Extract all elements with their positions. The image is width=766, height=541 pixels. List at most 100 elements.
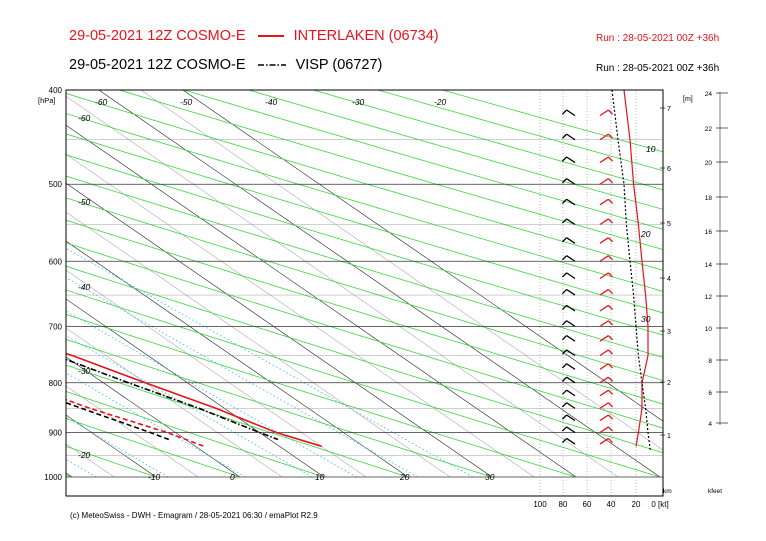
pressure-tick-label: 500: [49, 180, 63, 189]
wind-barb-flag: [607, 376, 614, 382]
temperature-label: 20: [640, 229, 651, 239]
legend-line-dashdot: [257, 64, 286, 66]
wind-barb: [566, 363, 576, 370]
wind-barb: [599, 178, 609, 185]
mixing-ratio-line: [66, 247, 473, 478]
isotherm-line: [98, 90, 661, 478]
wind-speed-profile: [623, 90, 649, 447]
wind-barb-flag: [607, 178, 614, 184]
wind-speed-profile: [611, 90, 651, 451]
wind-barb-flag: [607, 438, 614, 444]
wind-barb-flag: [607, 363, 614, 369]
isotherm-minor-line: [66, 96, 619, 478]
wind-barb-flag: [561, 304, 568, 311]
pressure-tick-label: 900: [49, 429, 63, 438]
dry-adiabat: [442, 90, 663, 153]
wind-barb-flag: [561, 237, 568, 243]
dry-adiabat: [66, 364, 409, 478]
wind-barb: [566, 133, 576, 141]
legend-line-red: [257, 35, 284, 38]
temperature-label: 30: [641, 314, 651, 324]
wind-barb-flag: [607, 304, 614, 311]
kfeet-label: 22: [705, 126, 713, 133]
pressure-tick-label: 800: [49, 379, 63, 388]
mixing-ratio-line: [0, 90, 9, 477]
wind-barb-flag: [561, 272, 568, 278]
temperature-label: -60: [78, 113, 91, 123]
wind-barb: [566, 218, 576, 226]
wind-barb: [599, 335, 609, 342]
pressure-tick-label: 600: [49, 257, 63, 266]
wind-barb-flag: [561, 349, 568, 355]
wind-barb: [566, 288, 576, 296]
kfeet-label: 12: [705, 294, 713, 301]
wind-barb-flag: [607, 156, 614, 162]
wind-barb-flag: [607, 218, 614, 224]
kfeet-label: 8: [708, 358, 712, 365]
wind-barb-flag: [607, 237, 614, 243]
wind-barb: [566, 402, 576, 409]
wind-barb-flag: [607, 320, 614, 326]
isotherm-line: [182, 90, 663, 422]
wind-barb: [599, 304, 609, 312]
series-layer: [66, 90, 651, 451]
wind-barb: [599, 389, 609, 397]
wind-barb-flag: [608, 84, 612, 88]
wind-barb: [599, 255, 609, 262]
dry-adiabat: [66, 391, 325, 478]
temperature-label: 0: [230, 472, 235, 482]
isotherm-line: [66, 298, 325, 478]
wind-barb: [566, 414, 576, 422]
wind-barb: [566, 272, 576, 280]
dewpoint-profile: [66, 401, 170, 441]
wind-barb-flag: [607, 335, 614, 341]
height-km-label: 2: [667, 380, 671, 387]
kfeet-label: 20: [705, 160, 713, 167]
wind-barb-flag: [561, 376, 568, 382]
wind-barb: [566, 426, 576, 434]
wind-barb-flag: [561, 335, 568, 341]
kfeet-label: 16: [705, 229, 713, 236]
wind-barb-flag: [561, 320, 568, 326]
wind-barb-flag: [561, 156, 568, 162]
wind-barb-flag: [561, 133, 568, 139]
mixing-ratio-line: [66, 277, 418, 478]
run-info-1: Run : 28-05-2021 00Z +36h: [596, 33, 720, 44]
wind-barb-flag: [607, 198, 614, 204]
wind-barb: [566, 304, 576, 312]
height-m-label: [m]: [683, 96, 693, 103]
temperature-label: -40: [265, 97, 278, 107]
temperature-label: -30: [352, 97, 365, 107]
wind-barb: [566, 109, 576, 117]
wind-barb: [573, 90, 575, 91]
wind-barb: [566, 349, 576, 357]
title-line-2: 29-05-2021 12Z COSMO-E VISP (06727): [69, 57, 382, 73]
temperature-label: -50: [78, 197, 91, 207]
wind-barb: [599, 288, 609, 296]
wind-barb-flag: [561, 402, 568, 408]
legend-station-1: INTERLAKEN (06734): [293, 28, 439, 44]
temperature-label: 10: [646, 144, 656, 154]
wind-axis-label: 0 [kt]: [651, 500, 668, 509]
wind-barb: [566, 389, 576, 397]
run-info-2: Run : 28-05-2021 00Z +36h: [596, 63, 720, 74]
legend-station-2: VISP (06727): [295, 57, 383, 73]
wind-barb-flag: [561, 255, 568, 261]
wind-barb: [600, 90, 602, 91]
wind-barb: [566, 335, 576, 342]
wind-barb: [566, 320, 576, 327]
wind-barb: [599, 426, 609, 434]
wind-barb-flag: [607, 389, 614, 395]
wind-barb-flag: [607, 402, 614, 408]
wind-barb-flag: [561, 363, 568, 369]
wind-barb-flag: [607, 272, 614, 278]
height-km-label: 7: [667, 106, 671, 113]
wind-barb: [599, 437, 609, 445]
title-line-1: 29-05-2021 12Z COSMO-E INTERLAKEN (06734…: [69, 28, 439, 44]
isotherm-line: [66, 124, 577, 478]
wind-barb-flag: [561, 389, 568, 395]
kfeet-label: 24: [705, 91, 713, 98]
wind-barb: [599, 156, 609, 164]
wind-axis-label: 20: [632, 500, 641, 509]
wind-barb: [566, 376, 576, 384]
